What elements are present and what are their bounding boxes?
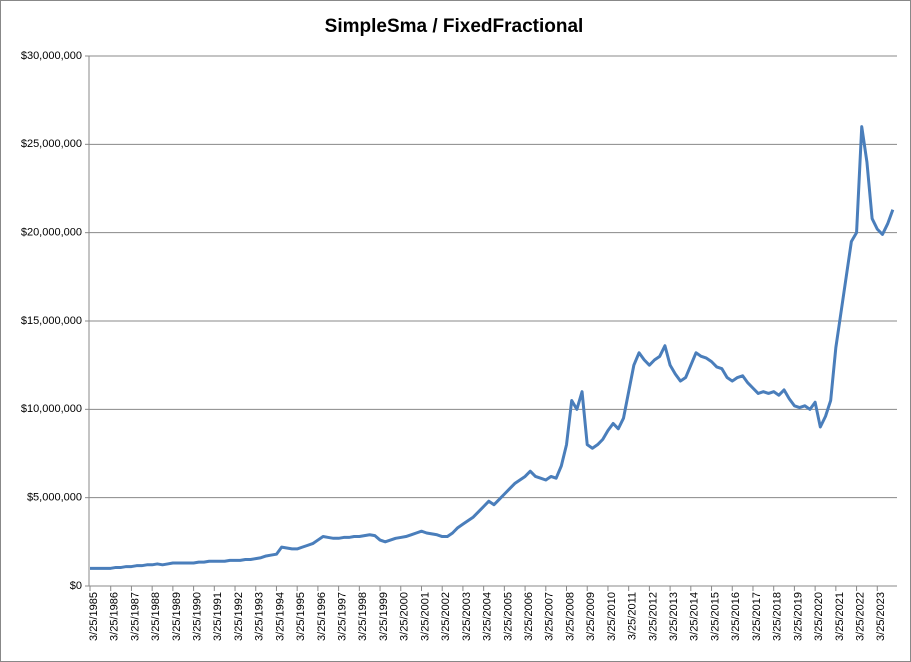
x-tick-label: 3/25/2013	[668, 592, 680, 641]
x-tick-label: 3/25/1994	[274, 592, 286, 641]
x-tick-label: 3/25/2023	[875, 592, 887, 641]
x-tick-label: 3/25/2010	[606, 592, 618, 641]
x-tick-label: 3/25/1999	[378, 592, 390, 641]
x-tick-label: 3/25/2022	[854, 592, 866, 641]
x-tick-label: 3/25/2017	[751, 592, 763, 641]
y-tick-label: $5,000,000	[27, 492, 82, 504]
x-tick-label: 3/25/1992	[233, 592, 245, 641]
x-tick-label: 3/25/1989	[171, 592, 183, 641]
x-tick-label: 3/25/2018	[772, 592, 784, 641]
x-tick-label: 3/25/2020	[813, 592, 825, 641]
series-line	[90, 125, 895, 570]
x-tick-label: 3/25/2007	[544, 592, 556, 641]
x-tick-label: 3/25/2005	[502, 592, 514, 641]
x-tick-label: 3/25/1990	[191, 592, 203, 641]
x-tick-label: 3/25/1995	[295, 592, 307, 641]
x-tick-label: 3/25/2004	[482, 592, 494, 641]
x-tick-label: 3/25/1988	[150, 592, 162, 641]
chart-title: SimpleSma / FixedFractional	[325, 16, 584, 37]
x-tick-label: 3/25/2009	[585, 592, 597, 641]
y-tick-label: $20,000,000	[21, 227, 82, 239]
x-tick-label: 3/25/2002	[440, 592, 452, 641]
y-tick-label: $15,000,000	[21, 315, 82, 327]
x-tick-label: 3/25/2015	[709, 592, 721, 641]
x-tick-label: 3/25/2011	[627, 592, 639, 640]
x-tick-label: 3/25/1986	[109, 592, 121, 641]
x-tick-label: 3/25/1993	[254, 592, 266, 641]
x-tick-label: 3/25/1998	[357, 592, 369, 641]
x-tick-label: 3/25/1991	[212, 592, 224, 641]
x-tick-label: 3/25/2001	[419, 592, 431, 641]
y-tick-label: $30,000,000	[21, 50, 82, 62]
x-tick-label: 3/25/2021	[834, 592, 846, 641]
x-tick-label: 3/25/1996	[316, 592, 328, 641]
x-tick-label: 3/25/2012	[647, 592, 659, 641]
x-tick-label: 3/25/1985	[88, 592, 100, 641]
y-tick-label: $0	[70, 580, 82, 592]
x-tick-label: 3/25/2019	[792, 592, 804, 641]
x-tick-label: 3/25/1997	[337, 592, 349, 641]
x-tick-label: 3/25/2003	[461, 592, 473, 641]
y-tick-label: $10,000,000	[21, 403, 82, 415]
x-tick-label: 3/25/1987	[129, 592, 141, 641]
x-tick-label: 3/25/2016	[730, 592, 742, 641]
x-tick-label: 3/25/2008	[564, 592, 576, 641]
x-tick-label: 3/25/2006	[523, 592, 535, 641]
x-tick-label: 3/25/2000	[399, 592, 411, 641]
x-tick-label: 3/25/2014	[689, 592, 701, 641]
y-tick-label: $25,000,000	[21, 138, 82, 150]
